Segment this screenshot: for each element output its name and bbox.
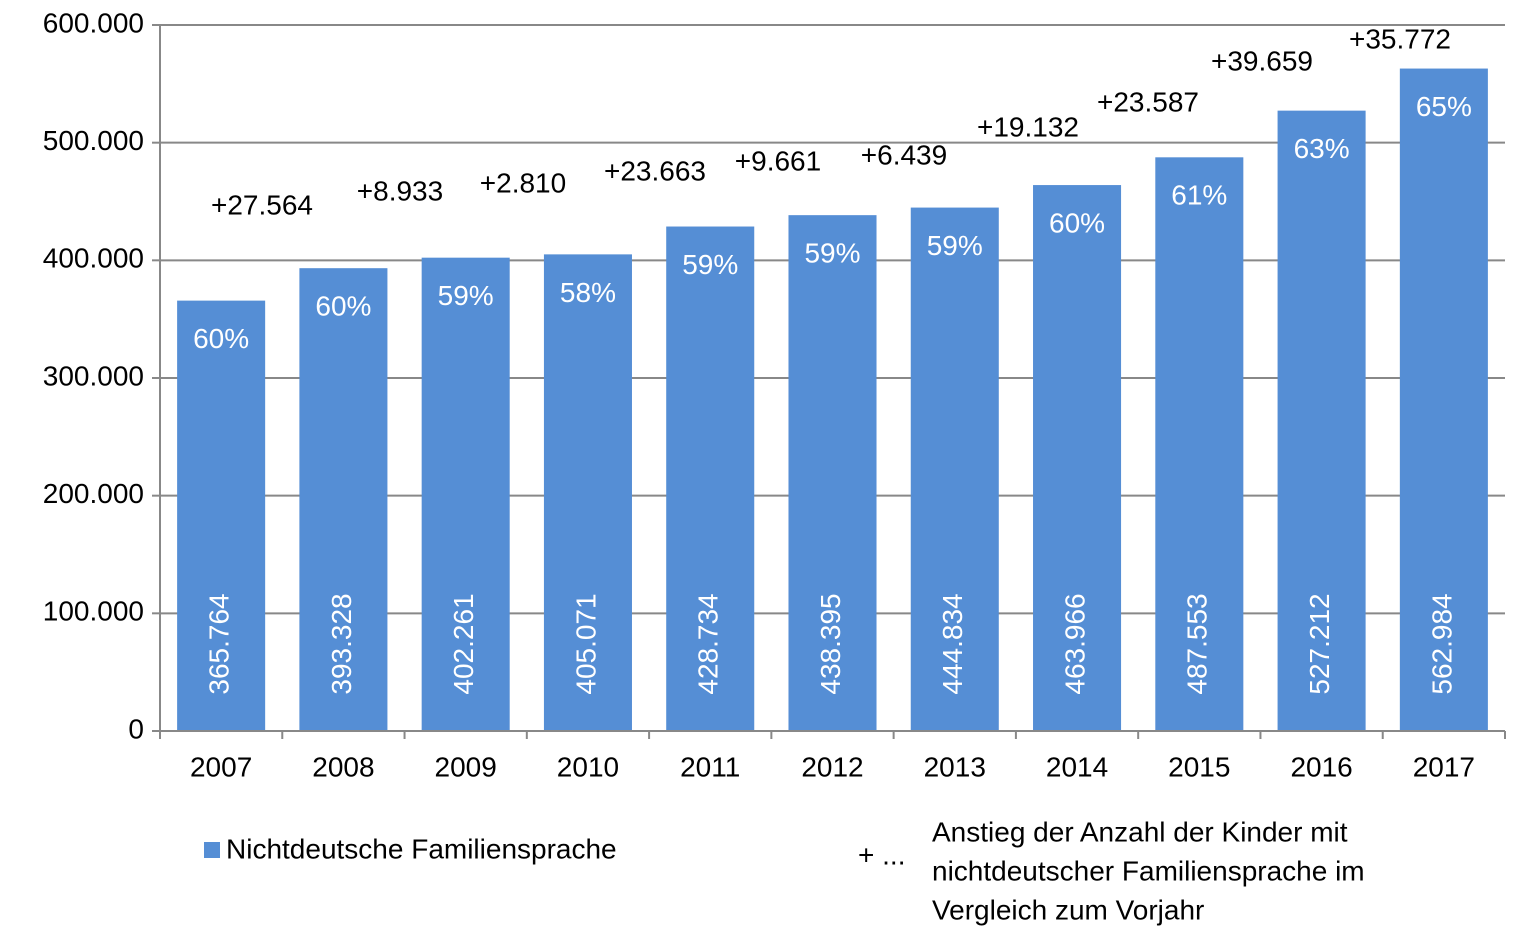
legend-note-line: nichtdeutscher Familiensprache im [932,855,1365,886]
value-label: 365.764 [204,593,235,694]
legend-swatch [204,842,220,858]
y-tick-label: 600.000 [43,7,144,38]
share-label: 59% [927,230,983,261]
value-label: 463.966 [1059,593,1090,694]
bar [299,268,388,731]
x-tick-label: 2012 [801,751,863,782]
bar [1155,157,1244,732]
x-tick-label: 2017 [1413,751,1475,782]
x-tick-label: 2015 [1168,751,1230,782]
bar [788,215,877,731]
value-label: 562.984 [1426,593,1457,694]
share-label: 60% [315,291,371,322]
share-label: 61% [1171,180,1227,211]
value-label: 444.834 [937,593,968,694]
value-label: 487.553 [1182,593,1213,694]
legend-note-symbol: + ... [858,839,905,870]
y-tick-label: 0 [128,713,144,744]
x-tick-label: 2013 [924,751,986,782]
x-tick-label: 2011 [680,751,740,782]
value-label: 527.212 [1304,593,1335,694]
share-label: 63% [1294,133,1350,164]
value-label: 402.261 [448,593,479,694]
share-label: 59% [804,238,860,269]
increase-label: +39.659 [1211,45,1313,76]
x-tick-label: 2010 [557,751,619,782]
x-tick-label: 2009 [435,751,497,782]
increase-label: +9.661 [735,145,821,176]
share-label: 59% [682,249,738,280]
increase-label: +23.587 [1097,86,1199,117]
bar [910,207,999,731]
y-tick-label: 500.000 [43,125,144,156]
bar [421,257,510,731]
bar [666,226,755,731]
y-tick-label: 300.000 [43,360,144,391]
x-tick-label: 2007 [190,751,252,782]
increase-label: +35.772 [1349,23,1451,54]
value-label: 393.328 [326,593,357,694]
x-tick-label: 2016 [1290,751,1352,782]
bar [543,254,632,731]
bar [177,300,266,731]
legend-note-line: Vergleich zum Vorjahr [932,894,1204,925]
value-label: 438.395 [815,593,846,694]
increase-label: +23.663 [604,155,706,186]
share-label: 59% [438,280,494,311]
x-tick-label: 2014 [1046,751,1108,782]
x-tick-label: 2008 [312,751,374,782]
share-label: 65% [1416,91,1472,122]
bar [1033,185,1122,732]
y-tick-label: 100.000 [43,596,144,627]
increase-label: +6.439 [861,139,947,170]
y-tick-label: 400.000 [43,243,144,274]
bar [1277,110,1366,731]
increase-label: +2.810 [480,167,566,198]
value-label: 405.071 [570,593,601,694]
share-label: 58% [560,277,616,308]
y-tick-label: 200.000 [43,478,144,509]
increase-label: +27.564 [211,189,313,220]
legend-note-line: Anstieg der Anzahl der Kinder mit [932,816,1348,847]
bar [1399,68,1488,732]
share-label: 60% [193,323,249,354]
value-label: 428.734 [693,593,724,694]
legend-label: Nichtdeutsche Familiensprache [226,833,617,864]
share-label: 60% [1049,207,1105,238]
increase-label: +8.933 [357,175,443,206]
increase-label: +19.132 [977,111,1079,142]
